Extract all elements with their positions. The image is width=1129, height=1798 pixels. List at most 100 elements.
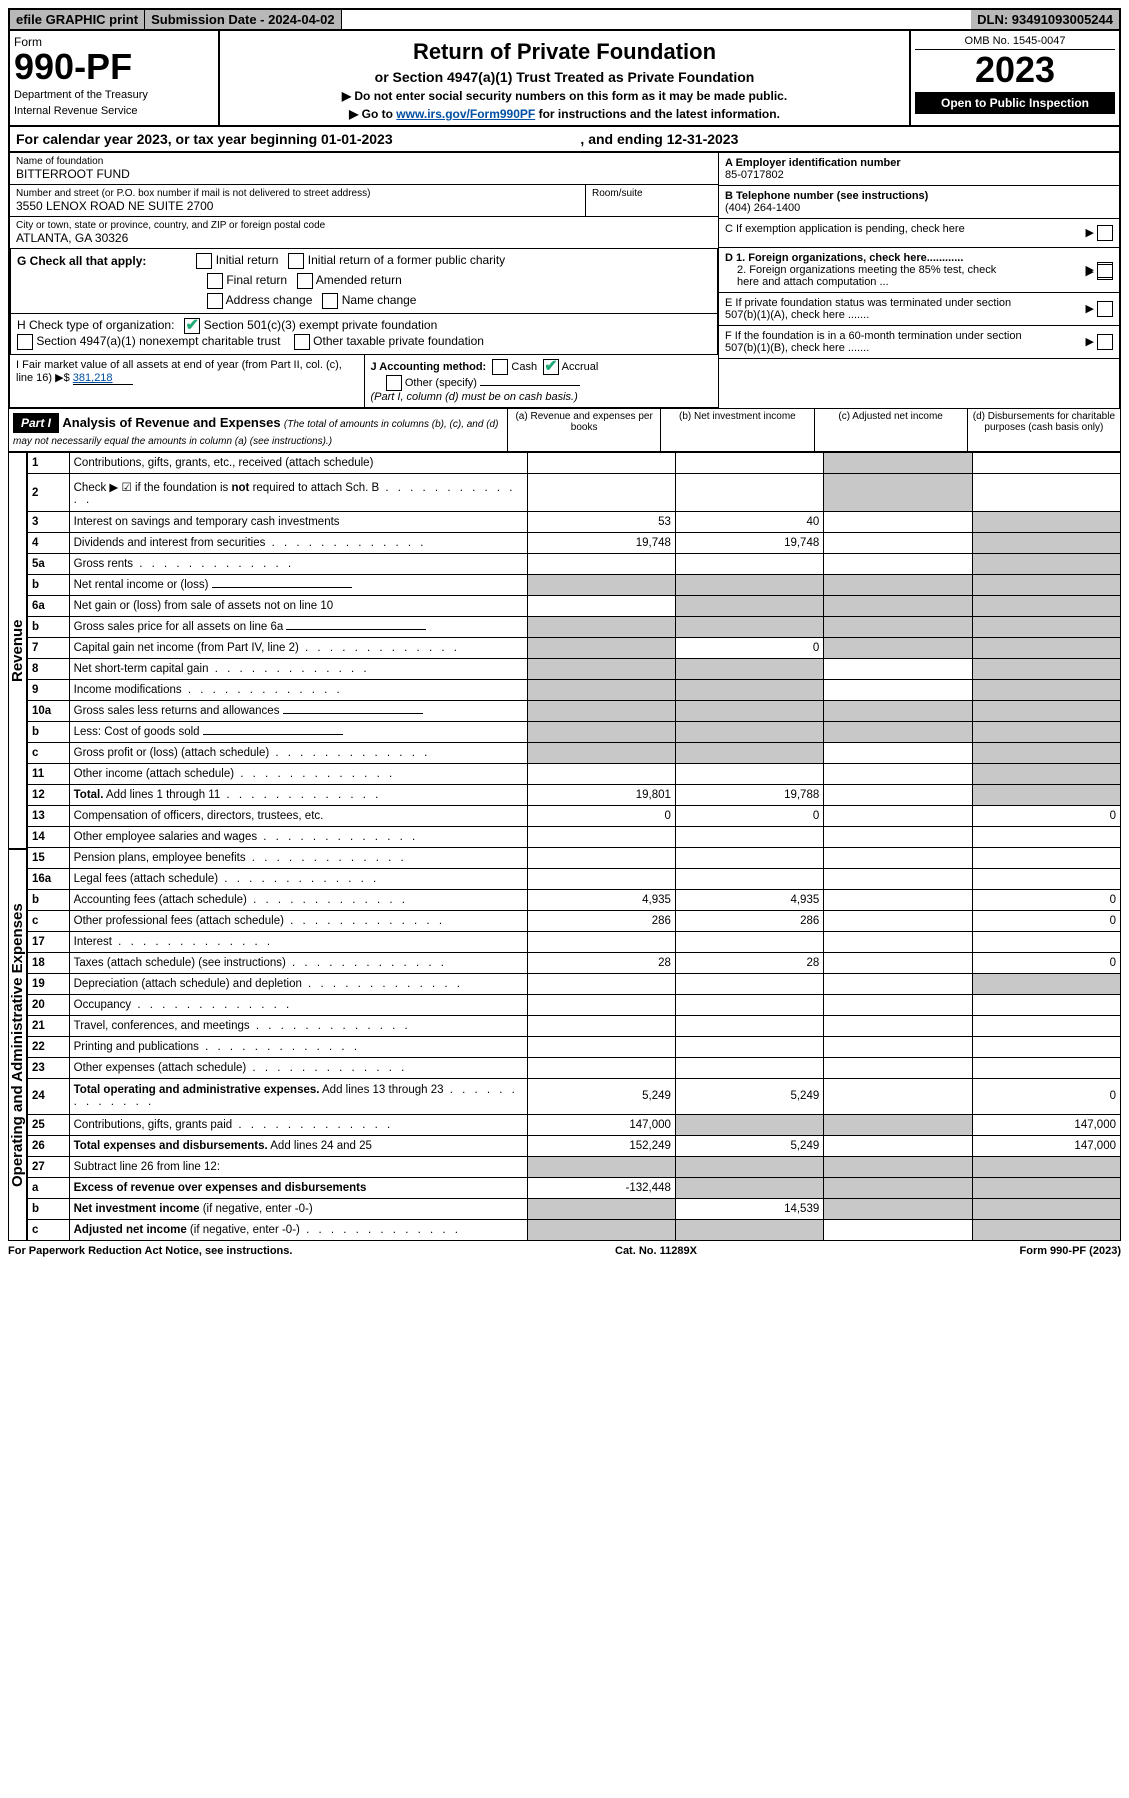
table-row: 17Interest [28,931,1121,952]
table-cell [824,994,972,1015]
table-cell [527,973,675,994]
table-row: 24Total operating and administrative exp… [28,1078,1121,1114]
table-cell [675,994,823,1015]
fmv-link[interactable]: 381,218 [73,372,133,385]
tax-year: 2023 [915,50,1115,90]
table-cell [527,554,675,575]
table-cell [527,1156,675,1177]
calyear-pre: For calendar year 2023, or tax year begi… [16,131,321,147]
g-label: G Check all that apply: [17,254,146,268]
e-label: E If private foundation status was termi… [725,297,1025,321]
initial-former-checkbox[interactable] [288,253,304,269]
table-cell [824,659,972,680]
e-checkbox[interactable] [1097,301,1113,317]
table-cell [824,638,972,659]
table-cell [527,680,675,701]
table-cell [972,575,1120,596]
cash-checkbox[interactable] [492,359,508,375]
other-specify-line [480,385,580,386]
table-cell [675,931,823,952]
table-cell: 286 [527,910,675,931]
table-cell [527,701,675,722]
row-number: 12 [28,785,70,806]
address-value: 3550 LENOX ROAD NE SUITE 2700 [16,199,579,213]
table-row: 21Travel, conferences, and meetings [28,1015,1121,1036]
table-cell [972,638,1120,659]
row-number: c [28,1219,70,1240]
row-description: Total operating and administrative expen… [69,1078,527,1114]
room-cell: Room/suite [585,185,718,217]
g-opt-2: Final return [226,273,287,287]
initial-return-checkbox[interactable] [196,253,212,269]
j-opt-2: Other (specify) [405,377,477,389]
table-cell [972,1177,1120,1198]
table-row: aExcess of revenue over expenses and dis… [28,1177,1121,1198]
table-row: 3Interest on savings and temporary cash … [28,512,1121,533]
row-number: 1 [28,453,70,474]
table-row: cGross profit or (loss) (attach schedule… [28,743,1121,764]
table-cell [675,453,823,474]
amended-return-checkbox[interactable] [297,273,313,289]
table-cell: 28 [527,952,675,973]
table-cell [527,827,675,848]
4947a1-checkbox[interactable] [17,334,33,350]
row-description: Gross rents [69,554,527,575]
form-title: Return of Private Foundation [224,39,905,65]
row-description: Capital gain net income (from Part IV, l… [69,638,527,659]
f-checkbox[interactable] [1097,334,1113,350]
note2-post: for instructions and the latest informat… [535,107,780,121]
phone-value: (404) 264-1400 [725,202,800,214]
e-cell: E If private foundation status was termi… [719,293,1119,326]
f-cell: F If the foundation is in a 60-month ter… [719,326,1119,359]
form990pf-link[interactable]: www.irs.gov/Form990PF [396,107,535,121]
j-label: J Accounting method: [371,361,487,373]
table-cell [527,1198,675,1219]
h-label: H Check type of organization: [17,318,174,332]
table-cell: 0 [972,952,1120,973]
name-change-checkbox[interactable] [322,293,338,309]
row-description: Gross sales price for all assets on line… [69,617,527,638]
top-bar: efile GRAPHIC print Submission Date - 20… [8,8,1121,31]
table-cell [824,1078,972,1114]
table-cell [527,1219,675,1240]
table-cell [675,722,823,743]
table-cell [824,1177,972,1198]
c-label: C If exemption application is pending, c… [725,223,965,235]
table-cell [824,575,972,596]
table-cell [675,1114,823,1135]
final-return-checkbox[interactable] [207,273,223,289]
address-change-checkbox[interactable] [207,293,223,309]
info-right: A Employer identification number 85-0717… [718,153,1119,408]
501c3-checkbox[interactable] [184,318,200,334]
row-description: Excess of revenue over expenses and disb… [69,1177,527,1198]
table-cell [972,1219,1120,1240]
table-cell [675,1057,823,1078]
table-cell [972,994,1120,1015]
table-cell: 0 [675,638,823,659]
table-cell [527,1057,675,1078]
table-cell [527,931,675,952]
table-cell: 4,935 [527,889,675,910]
row-description: Occupancy [69,994,527,1015]
row-description: Contributions, gifts, grants paid [69,1114,527,1135]
c-checkbox[interactable] [1097,225,1113,241]
table-cell [824,973,972,994]
calyear-mid: , and ending [580,131,666,147]
d2-checkbox[interactable] [1097,264,1113,280]
other-method-checkbox[interactable] [386,375,402,391]
row-number: a [28,1177,70,1198]
table-cell [972,1057,1120,1078]
other-taxable-checkbox[interactable] [294,334,310,350]
table-cell [972,680,1120,701]
table-cell [824,910,972,931]
table-row: 19Depreciation (attach schedule) and dep… [28,973,1121,994]
row-description: Legal fees (attach schedule) [69,869,527,890]
table-cell [824,512,972,533]
accrual-checkbox[interactable] [543,359,559,375]
table-cell [972,827,1120,848]
row-number: 14 [28,827,70,848]
j-opt-1: Accrual [562,361,599,373]
table-cell [824,889,972,910]
row-description: Gross profit or (loss) (attach schedule) [69,743,527,764]
analysis-table: 1Contributions, gifts, grants, etc., rec… [27,452,1121,1241]
